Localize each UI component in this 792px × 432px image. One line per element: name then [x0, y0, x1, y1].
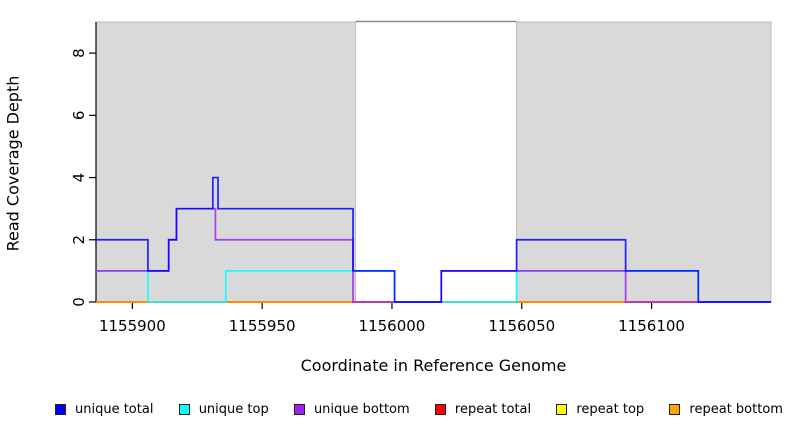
legend-label: repeat top — [576, 401, 645, 417]
legend-label: repeat bottom — [689, 401, 783, 417]
legend-item-unique-bottom: unique bottom — [293, 401, 410, 417]
legend-item-repeat-top: repeat top — [556, 402, 644, 417]
legend-item-repeat-bottom: repeat bottom — [669, 402, 783, 417]
legend-swatch — [434, 403, 446, 415]
legend-swatch — [55, 403, 66, 415]
series-line-unique-total — [96, 176, 771, 303]
shaded-region — [95, 21, 357, 303]
legend-label: unique bottom — [313, 401, 410, 417]
legend-label: unique total — [75, 401, 154, 417]
x-axis-title: Coordinate in Reference Genome — [300, 356, 567, 375]
y-tick-label: 4 — [70, 173, 88, 183]
x-tick-label: 1156000 — [359, 317, 426, 335]
y-tick-label: 2 — [70, 235, 88, 245]
legend-swatch — [178, 403, 190, 415]
coverage-plot-canvas: 1155900 1155950 1156000 1156050 1156100 0 2 4 6 8 — [70, 20, 772, 335]
legend-label: repeat total — [454, 401, 532, 417]
x-tick-label: 1156050 — [488, 317, 555, 335]
legend-swatch — [293, 403, 305, 415]
legend-item-repeat-total: repeat total — [434, 401, 532, 417]
legend-item-unique-top: unique top — [178, 401, 269, 417]
x-tick-label: 1155950 — [229, 317, 296, 335]
legend-item-unique-total: unique total — [55, 402, 153, 417]
shaded-region — [516, 21, 772, 303]
y-axis-title: Read Coverage Depth — [3, 75, 23, 252]
legend-swatch — [669, 403, 681, 415]
y-tick-label: 6 — [70, 111, 88, 121]
x-tick-label: 1155900 — [99, 317, 166, 335]
y-tick-label: 0 — [70, 297, 88, 307]
legend: unique total unique top unique bottom repea… — [55, 400, 783, 418]
y-tick-label: 8 — [70, 48, 88, 58]
x-tick-label: 1156100 — [618, 317, 685, 335]
legend-swatch — [556, 403, 568, 415]
legend-label: unique top — [198, 401, 269, 417]
